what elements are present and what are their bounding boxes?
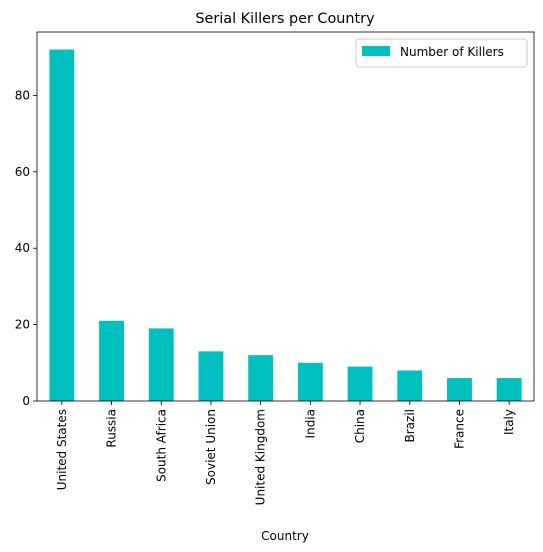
y-tick-label: 40 [15, 241, 30, 255]
bar [347, 366, 373, 401]
bar [49, 49, 75, 401]
y-tick-label: 60 [15, 165, 30, 179]
x-tick-label: India [303, 409, 317, 438]
x-tick-label: South Africa [154, 409, 168, 482]
x-axis-label: Country [261, 529, 309, 543]
x-tick-label: United Kingdom [254, 409, 268, 505]
bar [248, 355, 274, 401]
y-tick-label: 0 [22, 394, 30, 408]
x-tick-label: United States [55, 409, 69, 490]
legend-swatch [362, 46, 390, 56]
y-tick-label: 20 [15, 318, 30, 332]
bar [447, 378, 472, 401]
bar [99, 320, 124, 401]
y-tick-label: 80 [15, 88, 30, 102]
y-axis: 0 20 40 60 80 [15, 88, 37, 408]
chart-title: Serial Killers per Country [195, 11, 375, 27]
x-tick-label: Russia [105, 409, 119, 448]
legend: Number of Killers [355, 38, 528, 68]
bar [397, 370, 423, 401]
legend-label: Number of Killers [400, 45, 504, 59]
bar [148, 328, 174, 401]
bar [297, 362, 323, 401]
bar-group [49, 49, 522, 401]
x-tick-label: Soviet Union [204, 409, 218, 485]
x-tick-label: China [353, 409, 367, 443]
bar [496, 378, 522, 401]
bar [198, 351, 224, 401]
x-axis: United States Russia South Africa Soviet Un… [55, 401, 516, 505]
plot-frame [36, 31, 535, 402]
x-tick-label: France [452, 409, 466, 449]
legend-box [355, 38, 528, 68]
x-tick-label: Italy [502, 409, 516, 435]
x-tick-label: Brazil [403, 409, 417, 443]
